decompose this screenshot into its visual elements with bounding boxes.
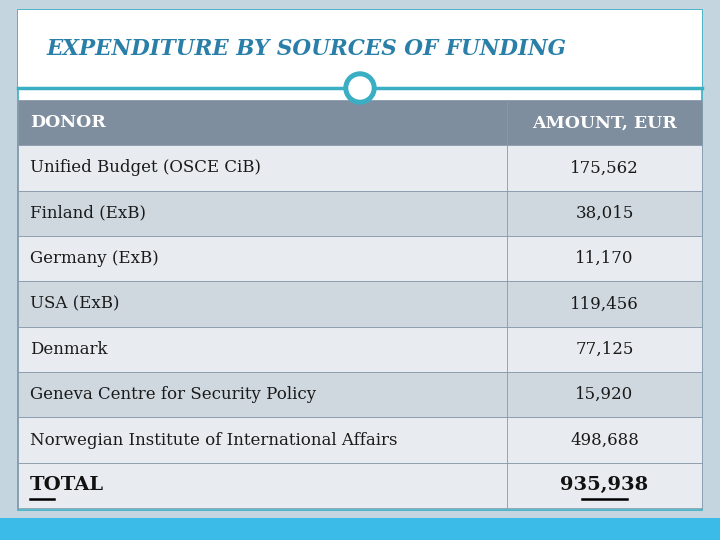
Text: AMOUNT, EUR: AMOUNT, EUR xyxy=(532,114,677,131)
Text: Geneva Centre for Security Policy: Geneva Centre for Security Policy xyxy=(30,386,316,403)
Text: 175,562: 175,562 xyxy=(570,159,639,177)
FancyBboxPatch shape xyxy=(18,10,702,510)
Text: 15,920: 15,920 xyxy=(575,386,634,403)
Text: DONOR: DONOR xyxy=(30,114,106,131)
FancyBboxPatch shape xyxy=(18,327,702,372)
Text: Unified Budget (OSCE CiB): Unified Budget (OSCE CiB) xyxy=(30,159,261,177)
FancyBboxPatch shape xyxy=(18,236,702,281)
FancyBboxPatch shape xyxy=(18,417,702,463)
FancyBboxPatch shape xyxy=(18,372,702,417)
Text: 119,456: 119,456 xyxy=(570,295,639,313)
Text: 38,015: 38,015 xyxy=(575,205,634,222)
Text: 935,938: 935,938 xyxy=(560,476,649,494)
Text: Germany (ExB): Germany (ExB) xyxy=(30,250,158,267)
Text: 11,170: 11,170 xyxy=(575,250,634,267)
FancyBboxPatch shape xyxy=(18,145,702,191)
FancyBboxPatch shape xyxy=(18,463,702,508)
Circle shape xyxy=(344,72,376,104)
Text: Denmark: Denmark xyxy=(30,341,107,358)
Text: 498,688: 498,688 xyxy=(570,431,639,449)
Text: Finland (ExB): Finland (ExB) xyxy=(30,205,146,222)
FancyBboxPatch shape xyxy=(18,191,702,236)
Text: USA (ExB): USA (ExB) xyxy=(30,295,120,313)
Text: EXPENDITURE BY SOURCES OF FUNDING: EXPENDITURE BY SOURCES OF FUNDING xyxy=(46,38,566,60)
Circle shape xyxy=(349,77,371,99)
Text: TOTAL: TOTAL xyxy=(30,476,104,494)
Text: Norwegian Institute of International Affairs: Norwegian Institute of International Aff… xyxy=(30,431,397,449)
FancyBboxPatch shape xyxy=(18,281,702,327)
Text: 77,125: 77,125 xyxy=(575,341,634,358)
FancyBboxPatch shape xyxy=(0,518,720,540)
FancyBboxPatch shape xyxy=(18,10,702,88)
FancyBboxPatch shape xyxy=(18,100,702,145)
